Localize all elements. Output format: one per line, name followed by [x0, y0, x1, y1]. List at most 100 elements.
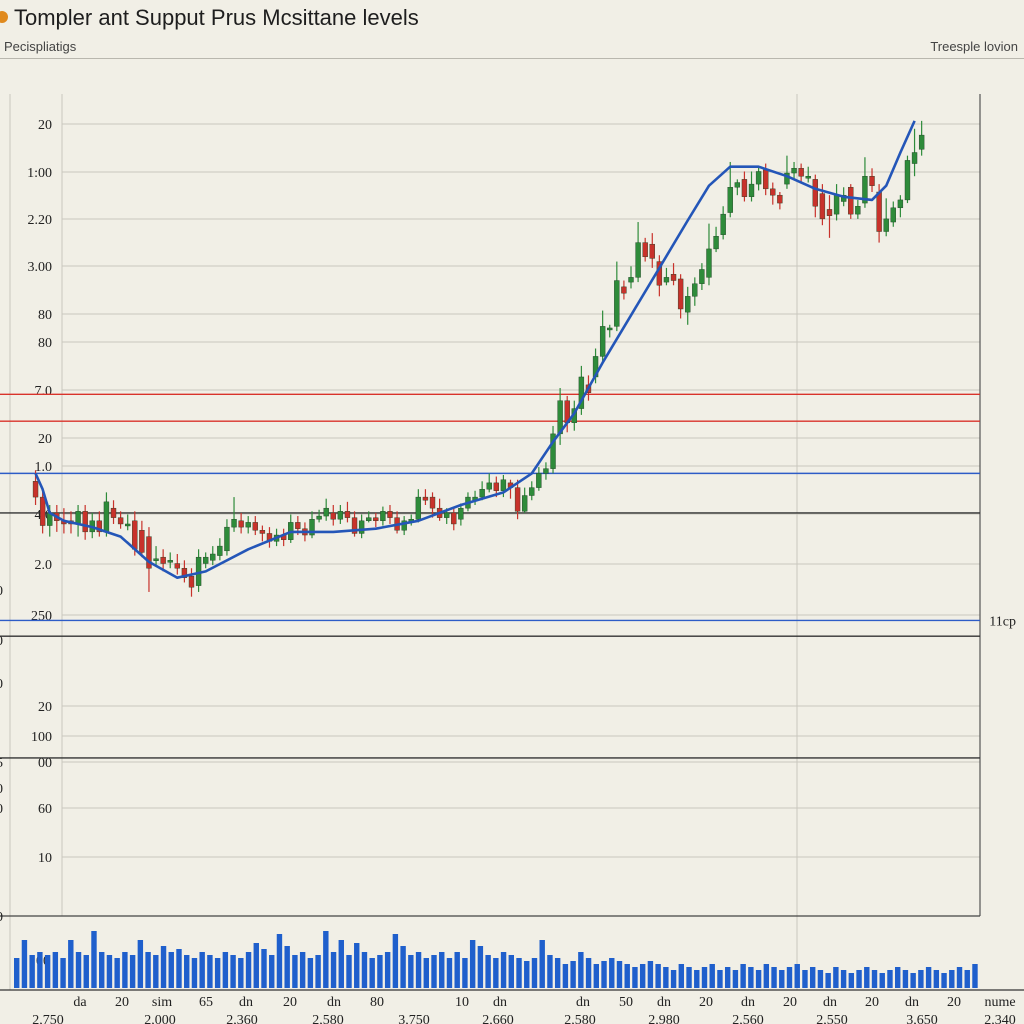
volume-bar — [21, 940, 28, 988]
y-tick-label: 250 — [31, 609, 52, 624]
edge-tick-label: 0 — [0, 634, 3, 649]
volume-bar — [879, 973, 885, 988]
volume-bar — [701, 967, 708, 988]
title-bar: Tompler ant Supput Prus Mcsittane levels — [0, 0, 1024, 36]
candle-up — [309, 519, 315, 536]
candle-down — [96, 520, 103, 533]
candle-up — [217, 545, 223, 556]
volume-bar — [91, 931, 97, 988]
volume-bar — [539, 940, 545, 988]
volume-bar — [269, 955, 275, 988]
candle-up — [791, 168, 797, 174]
candle-up — [706, 248, 712, 278]
candle-down — [259, 530, 266, 534]
volume-bar — [601, 961, 607, 988]
candle-up — [685, 296, 691, 313]
volume-bar — [469, 940, 476, 988]
volume-bar — [361, 952, 368, 988]
candle-up — [890, 207, 896, 223]
volume-bar — [547, 955, 553, 988]
volume-bar — [44, 955, 51, 988]
y-tick-label: 80 — [38, 308, 52, 323]
y-tick-label: 20 — [38, 118, 52, 133]
volume-bar — [570, 961, 576, 988]
volume-bar — [485, 955, 491, 988]
candle-down — [132, 520, 138, 550]
volume-bar — [153, 955, 159, 988]
volume-bar — [670, 970, 677, 988]
edge-tick-label: 0 — [0, 910, 3, 925]
volume-bar — [137, 940, 144, 988]
candle-up — [401, 520, 407, 531]
candle-down — [493, 482, 499, 491]
y-tick-label: 00 — [38, 756, 52, 771]
volume-bar — [817, 970, 824, 988]
candle-up — [635, 242, 641, 278]
volume-bar — [14, 958, 20, 988]
volume-bar — [709, 964, 715, 988]
candle-down — [330, 512, 336, 520]
volume-bar — [431, 955, 437, 988]
x-tick-label: dn — [905, 995, 919, 1010]
candle-up — [366, 517, 372, 522]
y-tick-label: 1:00 — [27, 166, 52, 181]
candle-down — [869, 175, 875, 186]
candle-up — [486, 482, 492, 490]
candle-up — [855, 206, 861, 215]
candle-down — [670, 274, 677, 281]
volume-bar — [585, 958, 592, 988]
candle-down — [146, 536, 152, 569]
volume-bar — [678, 964, 685, 988]
candle-up — [614, 280, 620, 327]
volume-bar — [933, 970, 940, 988]
volume-bar — [871, 970, 878, 988]
volume-bar — [663, 967, 669, 988]
volume-bar — [292, 955, 298, 988]
y-tick-label: 2.20 — [28, 213, 53, 228]
candle-down — [387, 511, 393, 518]
y-tick-label: 3.00 — [28, 260, 53, 275]
candle-down — [344, 511, 351, 518]
x-tick-label-secondary: 2,660 — [482, 1013, 514, 1024]
volume-bar — [299, 952, 306, 988]
x-tick-label: dn — [327, 995, 341, 1010]
chart-subtitle: Pecispliatigs — [4, 39, 77, 54]
volume-bar — [500, 952, 507, 988]
candle-up — [231, 519, 237, 528]
volume-bar — [338, 940, 344, 988]
y-axis-ticks: 201:002.203.0080807.0201.04.02.025020100… — [27, 118, 52, 866]
volume-bar — [176, 949, 182, 988]
volume-bar — [825, 973, 831, 988]
candle-up — [458, 507, 464, 520]
candle-down — [777, 194, 783, 204]
candle-down — [798, 168, 804, 177]
candle-down — [451, 512, 457, 525]
volume-bar — [632, 967, 638, 988]
candle-up — [415, 496, 422, 520]
candle-up — [734, 182, 741, 188]
volume-bar — [477, 946, 484, 988]
volume-bar — [593, 964, 600, 988]
edge-tick-label: 0 — [0, 584, 3, 599]
volume-bar — [562, 964, 569, 988]
candle-down — [32, 481, 39, 498]
volume-bar — [446, 958, 453, 988]
candle-up — [883, 218, 889, 232]
volume-bar — [29, 955, 35, 988]
volume-bar — [840, 970, 847, 988]
volume-bar — [639, 964, 646, 988]
header-divider — [0, 58, 1024, 59]
candle-up — [245, 522, 251, 528]
volume-bar — [624, 964, 630, 988]
volume-bar — [60, 958, 66, 988]
volume-bar — [392, 934, 399, 988]
volume-bar — [779, 970, 785, 988]
volume-bar — [323, 931, 329, 988]
volume-bar — [578, 952, 584, 988]
volume-bar — [956, 967, 963, 988]
candle-down — [82, 511, 88, 533]
volume-bar — [717, 970, 723, 988]
x-tick-label-secondary: 2,550 — [816, 1013, 848, 1024]
title-dot-icon — [0, 11, 8, 23]
volume-bar — [964, 970, 970, 988]
